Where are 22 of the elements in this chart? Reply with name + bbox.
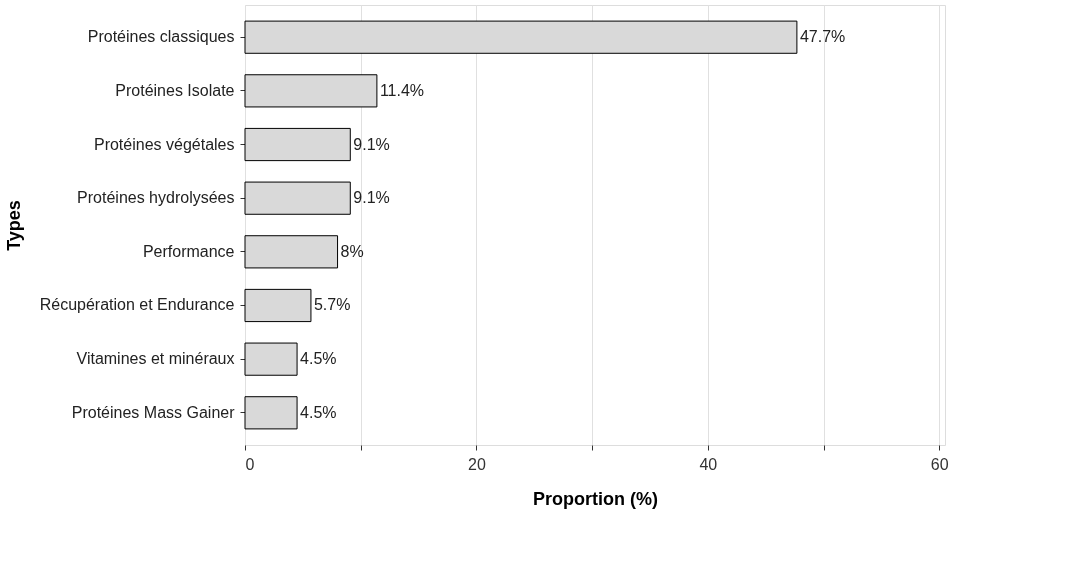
y-tick-label: Protéines classiques [87, 28, 235, 46]
y-tick-label: Protéines hydrolysées [77, 189, 235, 207]
x-tick-label: 40 [699, 455, 718, 473]
y-tick-label: Protéines végétales [93, 135, 235, 153]
y-tick-label: Protéines Mass Gainer [71, 403, 236, 421]
y-tick-label: Performance [142, 242, 235, 260]
data-label: 9.1% [353, 189, 390, 207]
data-label: 47.7% [799, 28, 846, 46]
x-tick-label: 20 [468, 455, 486, 473]
data-label: 11.4% [379, 81, 425, 99]
data-label: 9.1% [353, 135, 390, 153]
y-tick-label: Récupération et Endurance [39, 296, 235, 314]
y-axis-title: Types [3, 200, 24, 251]
x-tick-label: 60 [930, 455, 949, 473]
data-label: 4.5% [300, 403, 337, 421]
x-tick-label: 0 [245, 455, 255, 473]
data-label: 4.5% [300, 350, 337, 368]
y-tick-label: Protéines Isolate [115, 81, 235, 99]
data-label: 8% [340, 242, 364, 260]
x-axis-title: Proportion (%) [533, 488, 658, 509]
data-label: 5.7% [313, 296, 351, 314]
y-tick-label: Vitamines et minéraux [76, 350, 235, 368]
